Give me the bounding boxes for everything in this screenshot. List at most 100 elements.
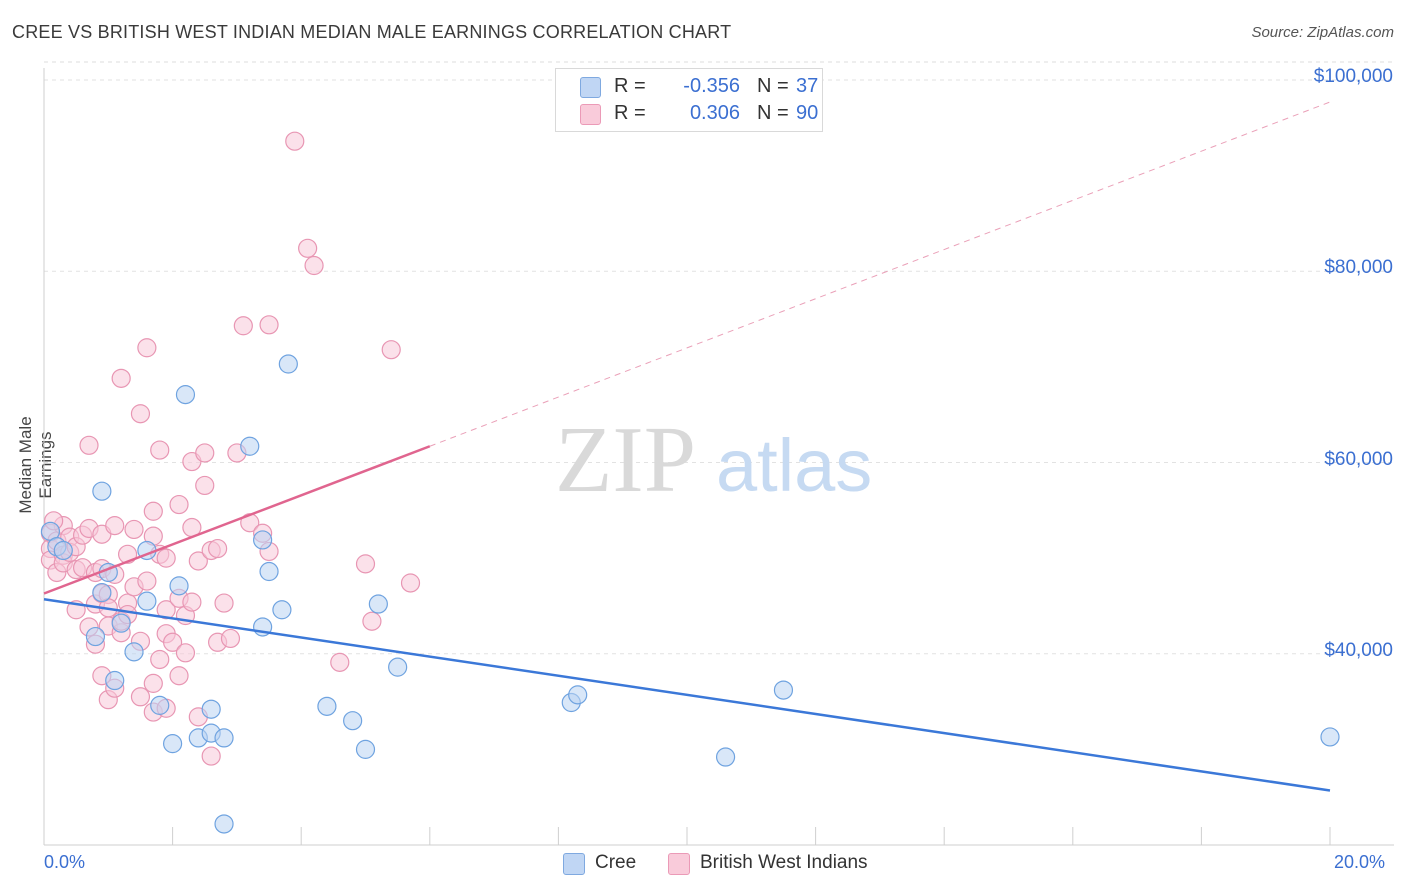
data-point-british-west-indians (169, 494, 189, 515)
data-point-british-west-indians (195, 475, 215, 496)
data-point-cree (150, 695, 170, 715)
y-tick-label: $40,000 (1324, 639, 1393, 661)
data-point-british-west-indians (143, 501, 163, 521)
data-point-cree (92, 481, 112, 501)
legend-n-label: N = (757, 75, 789, 97)
data-point-british-west-indians (163, 632, 183, 652)
data-point-cree (715, 747, 736, 767)
data-point-british-west-indians (362, 611, 382, 631)
data-point-cree (568, 685, 588, 705)
data-point-cree (175, 385, 196, 405)
data-point-cree (240, 436, 260, 456)
data-point-british-west-indians (105, 516, 125, 536)
data-point-british-west-indians (355, 554, 376, 574)
data-point-cree (272, 600, 292, 620)
data-point-cree (773, 680, 794, 700)
data-point-cree (355, 739, 376, 759)
data-point-british-west-indians (137, 338, 157, 358)
data-point-british-west-indians (298, 238, 318, 258)
data-point-cree (137, 591, 157, 611)
legend-label-british-west-indians: British West Indians (700, 852, 868, 873)
data-point-british-west-indians (195, 443, 215, 463)
data-point-cree (105, 670, 125, 691)
legend-r-label: R = (614, 75, 646, 97)
data-point-british-west-indians (220, 628, 241, 649)
series-legend: Cree British West Indians (0, 852, 1406, 878)
y-tick-label: $60,000 (1324, 448, 1393, 470)
data-point-british-west-indians (285, 131, 305, 151)
data-point-british-west-indians (156, 548, 176, 568)
data-point-british-west-indians (208, 538, 228, 559)
data-point-british-west-indians (150, 440, 170, 460)
data-point-british-west-indians (182, 592, 202, 612)
data-point-cree (214, 814, 234, 834)
data-point-british-west-indians (156, 600, 176, 620)
x-tick-label-max: 20.0% (1334, 852, 1386, 872)
legend-swatch-british-west-indians (668, 853, 690, 875)
axes (43, 68, 1394, 846)
data-point-british-west-indians (143, 673, 163, 693)
data-point-cree (214, 728, 234, 748)
data-point-cree (124, 642, 144, 662)
data-point-british-west-indians (330, 652, 350, 672)
legend-swatch-british-west-indians (580, 104, 601, 125)
trend-line-british-west-indians (43, 445, 431, 595)
data-point-cree (368, 594, 388, 614)
watermark-zip: ZIP (555, 408, 696, 512)
data-point-british-west-indians (130, 687, 151, 707)
y-tick-label: $80,000 (1324, 257, 1393, 279)
legend-r-value: -0.356 (683, 75, 740, 97)
chart-title: CREE VS BRITISH WEST INDIAN MEDIAN MALE … (12, 22, 732, 42)
data-point-british-west-indians (137, 571, 157, 591)
data-point-cree (92, 582, 112, 603)
data-point-british-west-indians (130, 404, 151, 424)
data-point-cree (1320, 727, 1340, 747)
data-point-british-west-indians (214, 593, 234, 613)
data-point-british-west-indians (188, 551, 208, 571)
series-british-west-indians (40, 131, 421, 766)
data-point-cree (388, 657, 408, 677)
y-tick-label: $100,000 (1313, 66, 1393, 87)
x-tick-label-min: 0.0% (44, 852, 86, 872)
source-credit: Source: ZipAtlas.com (1251, 24, 1394, 41)
data-point-cree (111, 613, 131, 633)
trend-lines (43, 101, 1331, 792)
data-point-cree (201, 699, 221, 719)
trend-line-cree (43, 598, 1331, 792)
data-point-british-west-indians (233, 316, 253, 336)
data-point-cree (85, 626, 106, 647)
legend-n-label: N = (757, 102, 789, 124)
correlation-legend: R = -0.356 N = 37 R = 0.306 N = 90 (555, 68, 823, 132)
data-point-cree (259, 561, 279, 582)
data-point-cree (163, 734, 183, 754)
legend-label-cree: Cree (595, 852, 637, 873)
series-cree (40, 354, 1340, 834)
watermark: ZIP atlas (555, 408, 872, 512)
legend-n-value: 90 (796, 102, 819, 124)
trend-extension-british-west-indians (429, 101, 1331, 447)
data-point-cree (53, 540, 73, 561)
data-point-british-west-indians (259, 315, 279, 335)
legend-swatch-cree (563, 853, 585, 875)
gridlines (44, 61, 1394, 655)
data-point-cree (278, 354, 298, 374)
data-point-british-west-indians (111, 368, 131, 388)
data-point-british-west-indians (201, 746, 221, 766)
data-point-british-west-indians (381, 340, 401, 360)
legend-r-label: R = (614, 102, 646, 124)
data-point-british-west-indians (124, 519, 144, 540)
data-point-british-west-indians (304, 255, 324, 276)
watermark-atlas: atlas (716, 424, 872, 507)
data-point-british-west-indians (150, 649, 170, 670)
data-point-cree (317, 696, 337, 716)
data-point-cree (169, 576, 189, 596)
data-point-british-west-indians (400, 573, 421, 593)
data-point-cree (253, 530, 273, 550)
legend-r-value: 0.306 (689, 102, 740, 124)
data-point-british-west-indians (169, 666, 189, 686)
legend-swatch-cree (580, 77, 601, 98)
data-point-british-west-indians (175, 643, 196, 663)
data-point-british-west-indians (79, 435, 99, 455)
legend-n-value: 37 (796, 75, 819, 97)
